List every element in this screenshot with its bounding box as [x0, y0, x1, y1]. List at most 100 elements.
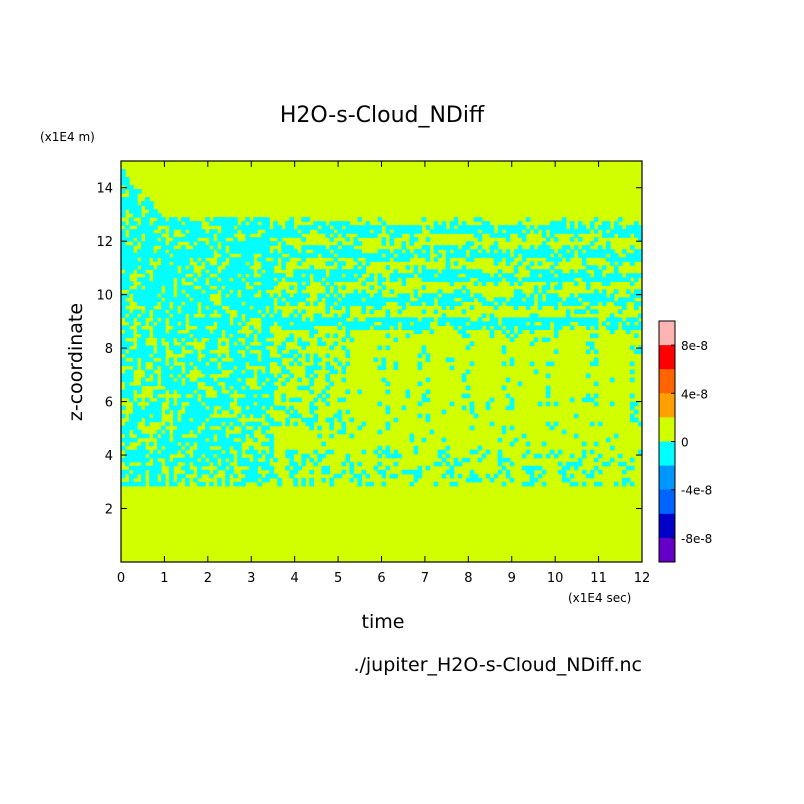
heatmap-cell	[205, 445, 210, 451]
heatmap-cell	[205, 453, 210, 459]
heatmap-cell	[453, 261, 459, 266]
heatmap-cell	[141, 221, 146, 226]
heatmap-cell	[149, 401, 154, 407]
heatmap-cell	[189, 221, 194, 226]
heatmap-cell	[529, 269, 535, 274]
heatmap-cell	[141, 277, 146, 282]
heatmap-cell	[577, 269, 583, 274]
heatmap-cell	[305, 269, 310, 274]
heatmap-cell	[309, 457, 314, 463]
heatmap-cell	[257, 249, 262, 254]
heatmap-cell	[281, 405, 286, 411]
heatmap-cell	[505, 237, 511, 242]
heatmap-cell	[477, 253, 483, 258]
heatmap-cell	[301, 461, 306, 467]
heatmap-cell	[249, 469, 254, 475]
heatmap-cell	[177, 345, 182, 351]
heatmap-cell	[121, 209, 126, 214]
heatmap-cell	[305, 341, 310, 347]
heatmap-cell	[213, 441, 218, 447]
heatmap-cell	[249, 353, 254, 359]
heatmap-cell	[189, 397, 194, 403]
heatmap-cell	[249, 389, 254, 395]
heatmap-cell	[181, 393, 186, 399]
heatmap-cell	[305, 253, 310, 258]
heatmap-cell	[181, 297, 186, 302]
heatmap-cell	[233, 349, 238, 355]
heatmap-cell	[241, 305, 246, 310]
heatmap-cell	[505, 321, 511, 327]
heatmap-cell	[189, 353, 194, 359]
heatmap-cell	[249, 241, 254, 246]
heatmap-cell	[473, 281, 479, 286]
heatmap-cell	[137, 345, 142, 351]
heatmap-cell	[245, 277, 250, 282]
heatmap-cell	[553, 317, 559, 322]
heatmap-cell	[257, 473, 262, 479]
heatmap-cell	[485, 229, 491, 234]
heatmap-cell	[229, 465, 234, 471]
heatmap-cell	[557, 269, 563, 274]
heatmap-cell	[161, 301, 166, 306]
heatmap-cell	[169, 385, 174, 391]
heatmap-cell	[185, 233, 190, 238]
heatmap-cell	[277, 233, 282, 238]
heatmap-cell	[185, 277, 190, 282]
heatmap-cell	[197, 401, 202, 407]
heatmap-cell	[137, 289, 142, 294]
heatmap-cell	[133, 449, 138, 455]
heatmap-cell	[341, 369, 347, 375]
heatmap-cell	[513, 305, 519, 310]
heatmap-cell	[281, 301, 286, 306]
heatmap-cell	[533, 273, 539, 278]
heatmap-cell	[205, 349, 210, 355]
heatmap-cell	[425, 237, 431, 242]
heatmap-cell	[261, 265, 266, 270]
heatmap-cell	[161, 309, 166, 314]
heatmap-cell	[397, 249, 403, 254]
heatmap-cell	[621, 305, 627, 310]
heatmap-cell	[289, 449, 294, 455]
heatmap-cell	[425, 353, 431, 359]
heatmap-cell	[533, 477, 539, 483]
heatmap-cell	[141, 253, 146, 258]
heatmap-cell	[261, 317, 266, 322]
heatmap-cell	[221, 441, 226, 447]
heatmap-cell	[209, 401, 214, 407]
heatmap-cell	[285, 229, 290, 234]
heatmap-cell	[157, 353, 162, 359]
heatmap-cell	[393, 229, 399, 234]
heatmap-cell	[573, 309, 579, 314]
heatmap-cell	[309, 421, 314, 427]
heatmap-cell	[349, 297, 355, 302]
heatmap-cell	[241, 405, 246, 411]
heatmap-cell	[321, 221, 326, 226]
heatmap-cell	[341, 337, 347, 343]
heatmap-cell	[145, 345, 150, 351]
heatmap-cell	[453, 289, 459, 294]
heatmap-cell	[341, 397, 347, 403]
heatmap-cell	[469, 305, 475, 310]
heatmap-cell	[185, 249, 190, 254]
heatmap-cell	[577, 237, 583, 242]
heatmap-cell	[193, 297, 198, 302]
heatmap-cell	[369, 273, 375, 278]
heatmap-cell	[373, 233, 379, 238]
heatmap-cell	[249, 477, 254, 483]
heatmap-cell	[133, 385, 138, 391]
heatmap-cell	[173, 373, 178, 379]
heatmap-cell	[573, 433, 579, 439]
heatmap-cell	[125, 353, 130, 359]
heatmap-cell	[241, 265, 246, 270]
heatmap-cell	[213, 241, 218, 246]
heatmap-cell	[169, 321, 174, 327]
heatmap-cell	[141, 225, 146, 230]
heatmap-cell	[125, 425, 130, 431]
heatmap-cell	[237, 413, 242, 419]
heatmap-cell	[129, 261, 134, 266]
heatmap-cell	[249, 409, 254, 415]
heatmap-cell	[413, 449, 419, 455]
heatmap-cell	[597, 225, 603, 230]
heatmap-cell	[133, 429, 138, 435]
heatmap-cell	[169, 397, 174, 403]
